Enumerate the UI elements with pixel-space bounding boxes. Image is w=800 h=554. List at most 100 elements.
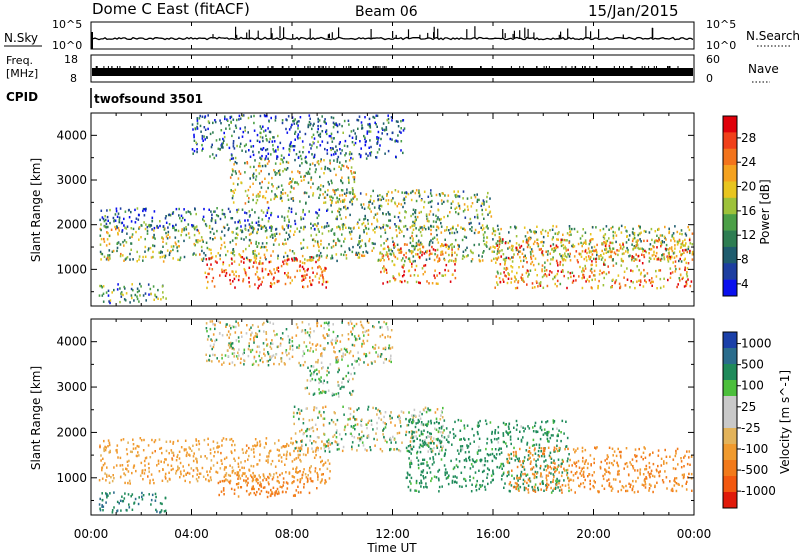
range-gate-cell	[429, 200, 432, 204]
range-gate-cell	[312, 258, 314, 262]
range-gate-cell	[288, 258, 290, 261]
range-gate-cell	[566, 255, 568, 259]
range-gate-cell	[280, 154, 283, 157]
range-gate-cell	[498, 242, 501, 246]
range-gate-cell	[368, 239, 370, 243]
range-gate-cell	[469, 479, 471, 482]
range-gate-cell	[530, 262, 532, 266]
range-gate-cell	[290, 181, 292, 184]
range-gate-cell	[236, 144, 238, 148]
range-gate-cell	[515, 242, 518, 245]
range-gate-cell	[390, 411, 392, 414]
range-gate-cell	[367, 436, 370, 439]
range-gate-cell	[244, 126, 246, 129]
range-gate-cell	[105, 446, 107, 449]
range-gate-cell	[285, 242, 287, 245]
range-gate-cell	[119, 476, 122, 479]
range-gate-cell	[522, 259, 525, 262]
range-gate-cell	[691, 243, 694, 246]
range-gate-cell	[163, 461, 165, 464]
range-gate-cell	[254, 211, 256, 214]
range-gate-cell	[573, 245, 576, 248]
range-gate-cell	[552, 427, 554, 431]
range-gate-cell	[376, 151, 379, 154]
range-gate-cell	[258, 140, 261, 144]
range-gate-cell	[300, 409, 303, 412]
range-gate-cell	[479, 484, 481, 487]
range-gate-cell	[535, 443, 538, 446]
range-gate-cell	[348, 123, 350, 126]
range-gate-cell	[657, 228, 660, 231]
range-gate-cell	[434, 249, 437, 252]
range-gate-cell	[648, 279, 651, 282]
range-gate-cell	[645, 280, 647, 284]
range-gate-cell	[451, 251, 453, 254]
range-gate-cell	[668, 230, 671, 233]
range-gate-cell	[170, 468, 173, 472]
range-gate-cell	[221, 144, 223, 147]
range-gate-cell	[530, 230, 532, 233]
range-gate-cell	[443, 200, 445, 204]
range-gate-cell	[517, 253, 519, 256]
range-gate-cell	[226, 119, 229, 122]
range-gate-cell	[496, 465, 498, 469]
range-gate-cell	[183, 255, 186, 259]
range-gate-cell	[682, 249, 684, 252]
range-gate-cell	[353, 425, 355, 428]
range-gate-cell	[140, 285, 142, 288]
range-gate-cell	[490, 438, 493, 442]
range-gate-cell	[151, 438, 153, 442]
range-gate-cell	[412, 228, 415, 231]
range-gate-cell	[420, 444, 423, 448]
range-gate-cell	[257, 220, 260, 223]
nave-tick-top: 60	[706, 53, 720, 66]
range-gate-cell	[350, 432, 352, 435]
range-gate-cell	[604, 248, 606, 251]
range-gate-cell	[209, 470, 211, 473]
range-gate-cell	[237, 278, 240, 282]
range-gate-cell	[420, 432, 423, 436]
range-gate-cell	[145, 456, 148, 459]
range-gate-cell	[393, 215, 396, 218]
range-gate-cell	[376, 421, 378, 425]
range-gate-cell	[350, 172, 353, 175]
range-gate-cell	[353, 176, 356, 179]
range-gate-cell	[640, 231, 642, 234]
range-gate-cell	[494, 286, 496, 289]
range-gate-cell	[531, 282, 534, 285]
range-gate-cell	[679, 250, 681, 253]
range-gate-cell	[132, 258, 134, 261]
range-gate-cell	[481, 208, 483, 212]
range-gate-cell	[679, 279, 681, 282]
range-gate-cell	[352, 157, 354, 161]
range-gate-cell	[286, 450, 288, 453]
range-gate-cell	[372, 242, 375, 245]
range-gate-cell	[531, 250, 534, 253]
range-gate-cell	[127, 470, 130, 473]
range-gate-cell	[384, 267, 386, 271]
range-gate-cell	[580, 241, 582, 245]
range-gate-cell	[312, 271, 314, 274]
range-gate-cell	[481, 224, 484, 227]
range-gate-cell	[315, 447, 318, 450]
range-gate-cell	[422, 469, 425, 472]
range-gate-cell	[109, 449, 111, 453]
range-gate-cell	[125, 467, 127, 470]
range-gate-cell	[409, 489, 412, 492]
range-gate-cell	[529, 250, 532, 254]
range-gate-cell	[510, 457, 513, 460]
range-gate-cell	[302, 228, 305, 231]
range-gate-cell	[287, 115, 290, 118]
range-gate-cell	[408, 411, 410, 414]
range-gate-cell	[163, 228, 166, 231]
range-gate-cell	[209, 231, 212, 234]
range-gate-cell	[635, 258, 638, 261]
range-gate-cell	[248, 215, 251, 218]
range-gate-cell	[186, 451, 188, 454]
range-gate-cell	[139, 474, 142, 477]
range-gate-cell	[655, 251, 658, 255]
range-gate-cell	[568, 489, 570, 493]
range-gate-cell	[519, 256, 521, 259]
range-gate-cell	[343, 240, 345, 243]
range-gate-cell	[238, 275, 240, 278]
